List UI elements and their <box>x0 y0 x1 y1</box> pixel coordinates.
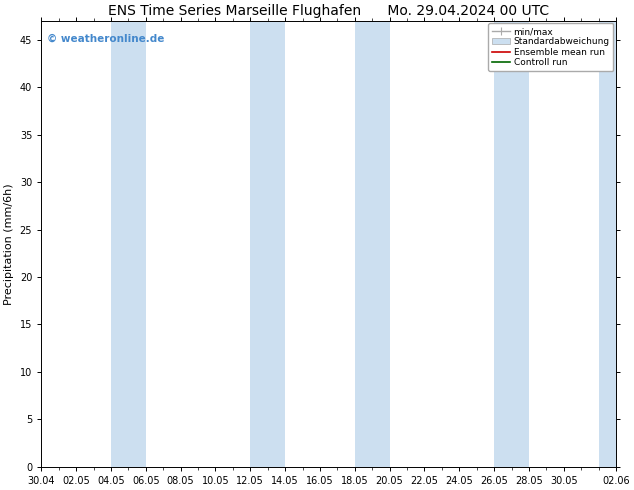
Legend: min/max, Standardabweichung, Ensemble mean run, Controll run: min/max, Standardabweichung, Ensemble me… <box>488 24 613 71</box>
Bar <box>355 21 390 467</box>
Text: © weatheronline.de: © weatheronline.de <box>47 34 164 44</box>
Title: ENS Time Series Marseille Flughafen      Mo. 29.04.2024 00 UTC: ENS Time Series Marseille Flughafen Mo. … <box>108 4 549 18</box>
Bar <box>494 21 529 467</box>
Y-axis label: Precipitation (mm/6h): Precipitation (mm/6h) <box>4 183 14 305</box>
Bar <box>250 21 285 467</box>
Bar <box>111 21 146 467</box>
Bar <box>598 21 633 467</box>
